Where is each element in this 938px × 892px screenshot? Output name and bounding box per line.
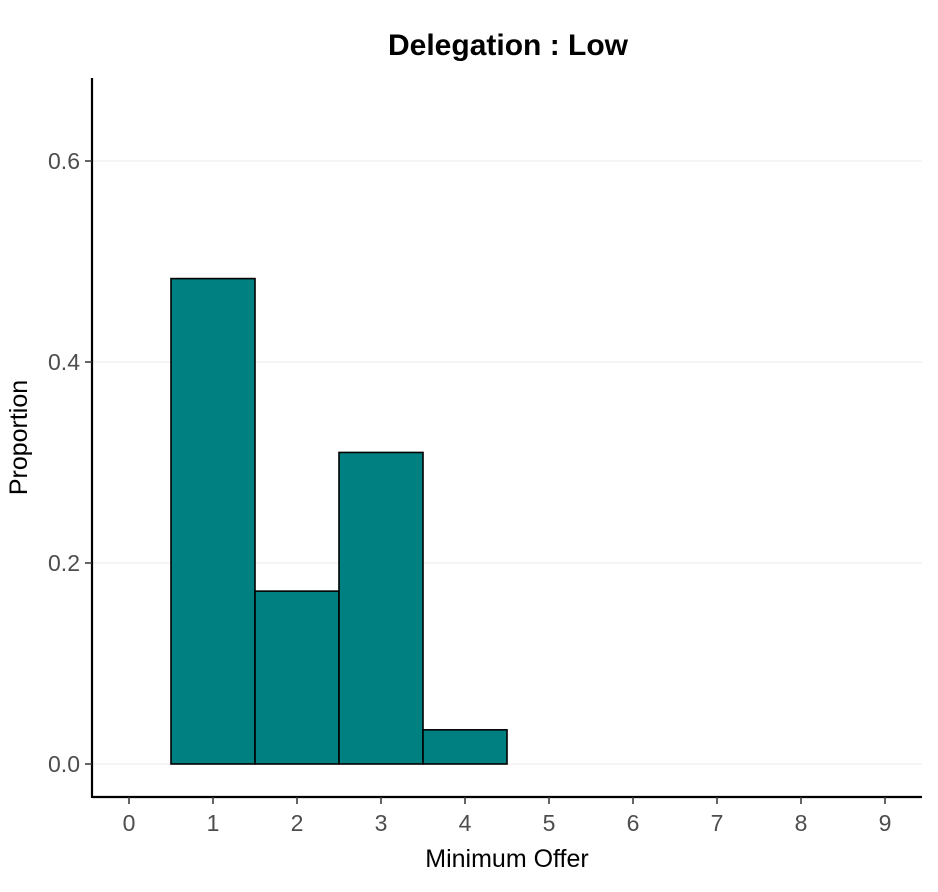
x-tick-label: 1 — [207, 810, 220, 836]
x-tick-label: 3 — [375, 810, 388, 836]
bar-3 — [338, 451, 424, 765]
y-tick-label: 0.0 — [48, 751, 80, 777]
y-tick-label: 0.4 — [48, 349, 80, 375]
x-axis-title: Minimum Offer — [425, 845, 588, 873]
bar-2 — [254, 590, 340, 765]
y-axis-ticks: 0.0 0.2 0.4 0.6 — [48, 148, 92, 777]
x-tick-label: 2 — [291, 810, 304, 836]
x-tick-label: 8 — [795, 810, 808, 836]
x-axis-ticks: 0 1 2 3 4 5 6 7 8 9 — [123, 797, 892, 836]
bar-4 — [422, 729, 508, 765]
chart-title: Delegation : Low — [388, 29, 629, 62]
x-tick-label: 0 — [123, 810, 136, 836]
x-tick-label: 5 — [543, 810, 556, 836]
x-tick-label: 7 — [711, 810, 724, 836]
x-tick-label: 6 — [627, 810, 640, 836]
y-tick-label: 0.6 — [48, 148, 80, 174]
y-tick-label: 0.2 — [48, 550, 80, 576]
bars — [170, 277, 508, 765]
x-tick-label: 9 — [879, 810, 892, 836]
y-axis-title: Proportion — [5, 380, 33, 495]
x-tick-label: 4 — [459, 810, 472, 836]
bar-1 — [170, 277, 256, 765]
